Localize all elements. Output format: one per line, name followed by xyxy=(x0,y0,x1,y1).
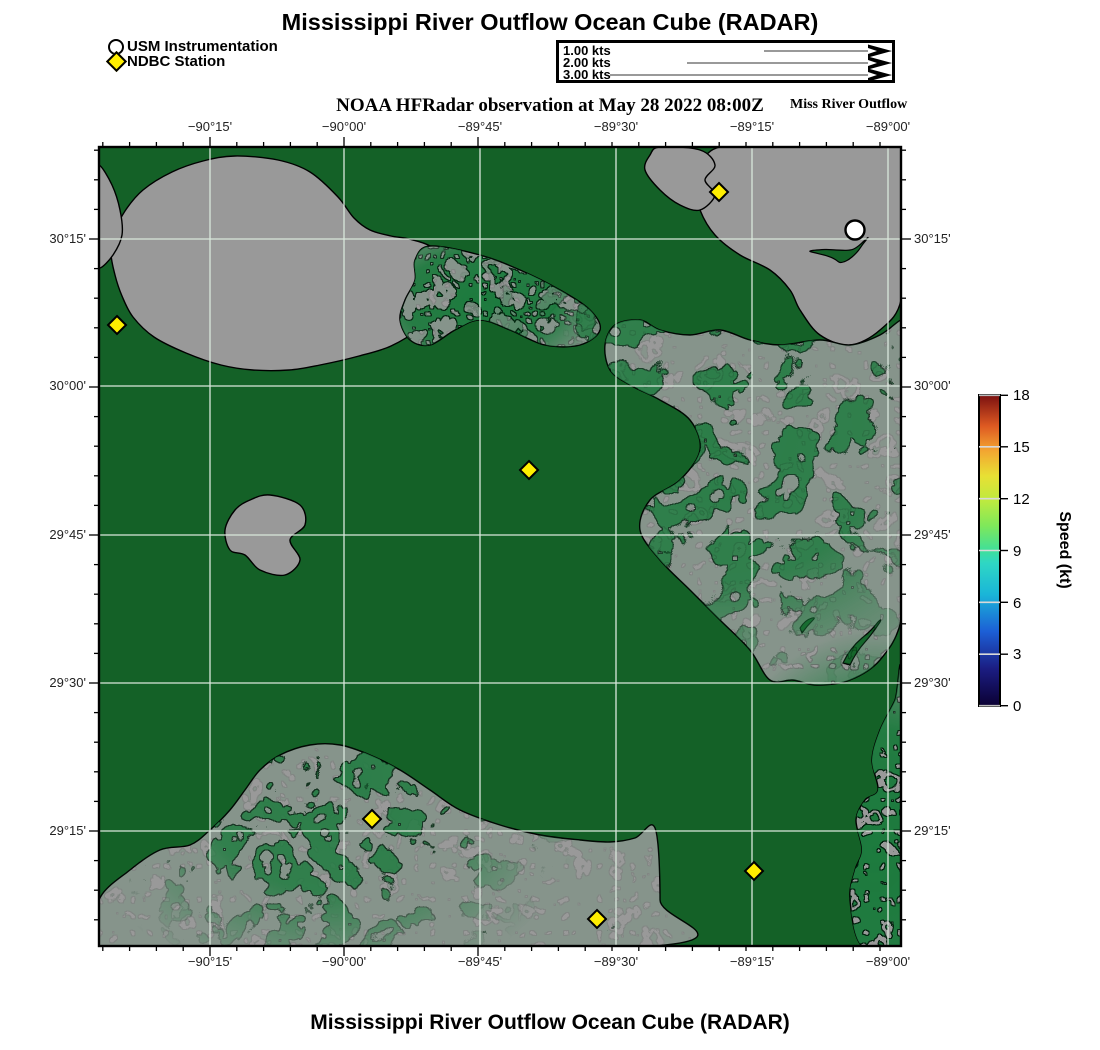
svg-text:6: 6 xyxy=(1013,595,1021,612)
svg-text:9: 9 xyxy=(1013,543,1021,560)
svg-text:0: 0 xyxy=(1013,698,1021,715)
svg-text:18: 18 xyxy=(1013,387,1030,404)
svg-text:Speed (kt): Speed (kt) xyxy=(1056,511,1073,588)
svg-text:12: 12 xyxy=(1013,491,1030,508)
svg-text:3: 3 xyxy=(1013,646,1021,663)
svg-text:15: 15 xyxy=(1013,439,1030,456)
